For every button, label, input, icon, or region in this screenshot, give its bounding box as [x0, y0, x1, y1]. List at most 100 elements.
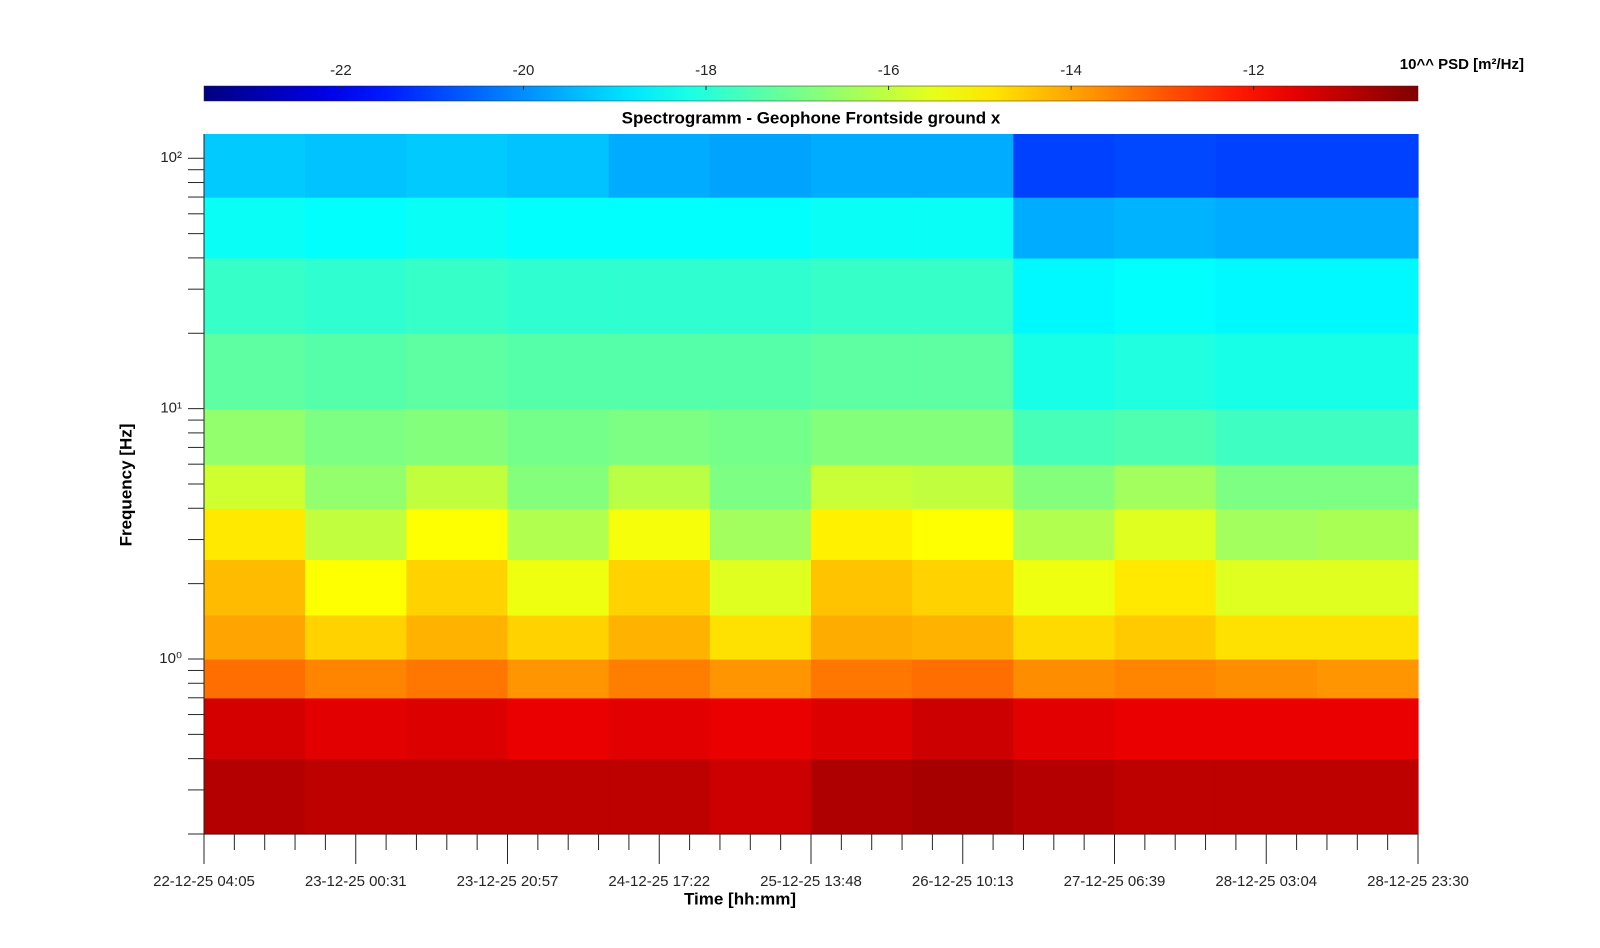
y-axis-label: Frequency [Hz]: [116, 424, 135, 547]
heat-cell: [305, 508, 407, 560]
heat-cell: [507, 508, 610, 560]
colorbar-tick-label: -22: [330, 62, 352, 79]
heat-cell: [406, 758, 509, 835]
heat-cell: [709, 408, 812, 465]
heat-cell: [608, 464, 711, 509]
heat-cell: [1215, 257, 1318, 334]
heat-cell: [912, 333, 1014, 410]
heat-cell: [406, 197, 509, 259]
heat-cell: [406, 257, 509, 334]
heat-cell: [204, 697, 306, 760]
heat-cell: [507, 464, 610, 509]
heat-cell: [608, 614, 711, 660]
x-tick-label: 28-12-25 23:30: [1367, 873, 1469, 890]
heat-cell: [305, 333, 407, 410]
heat-cell: [912, 659, 1014, 699]
heat-cell: [1013, 257, 1116, 334]
heat-cell: [507, 333, 610, 410]
x-tick-label: 23-12-25 20:57: [457, 873, 559, 890]
heat-cell: [811, 464, 913, 509]
heat-cell: [912, 614, 1014, 660]
heat-cell: [1215, 333, 1318, 410]
heat-cell: [1013, 659, 1116, 699]
heat-cell: [608, 134, 711, 198]
heat-cell: [1316, 697, 1419, 760]
heat-cell: [305, 697, 407, 760]
heat-cell: [1316, 559, 1419, 616]
heat-cell: [1215, 559, 1318, 616]
heat-cell: [709, 464, 812, 509]
heat-cell: [912, 408, 1014, 465]
heat-cell: [406, 659, 509, 699]
heat-cell: [709, 758, 812, 835]
heat-cell: [406, 464, 509, 509]
heat-cell: [912, 464, 1014, 509]
colorbar-tick-label: -12: [1243, 62, 1265, 79]
heat-cell: [406, 408, 509, 465]
heat-cell: [811, 197, 913, 259]
heat-cell: [1316, 408, 1419, 465]
heat-cell: [912, 758, 1014, 835]
heat-cell: [204, 508, 306, 560]
x-tick-label: 24-12-25 17:22: [608, 873, 710, 890]
heat-cell: [912, 697, 1014, 760]
heat-cell: [507, 659, 610, 699]
heat-cell: [1114, 559, 1217, 616]
heat-cell: [912, 559, 1014, 616]
heat-cell: [912, 257, 1014, 334]
heat-cell: [204, 408, 306, 465]
x-tick-label: 28-12-25 03:04: [1215, 873, 1317, 890]
heat-cell: [1114, 464, 1217, 509]
heat-cell: [507, 197, 610, 259]
heat-cell: [1316, 257, 1419, 334]
heat-cell: [1013, 758, 1116, 835]
heat-cell: [709, 559, 812, 616]
chart-title: Spectrogramm - Geophone Frontside ground…: [622, 108, 1001, 127]
x-tick-label: 27-12-25 06:39: [1064, 873, 1166, 890]
heat-cell: [811, 659, 913, 699]
heat-cell: [608, 559, 711, 616]
heat-cell: [1114, 758, 1217, 835]
heat-cell: [507, 408, 610, 465]
heat-cell: [709, 257, 812, 334]
heat-cell: [204, 134, 306, 198]
heat-cell: [811, 508, 913, 560]
heat-cell: [305, 464, 407, 509]
heat-cell: [1215, 134, 1318, 198]
heat-cell: [1215, 508, 1318, 560]
heat-cell: [1215, 614, 1318, 660]
colorbar-tick-label: -18: [695, 62, 717, 79]
heat-cell: [507, 134, 610, 198]
heat-cell: [507, 758, 610, 835]
y-tick-label: 10²: [160, 149, 182, 166]
x-tick-label: 25-12-25 13:48: [760, 873, 862, 890]
heat-cell: [709, 197, 812, 259]
heat-cell: [1013, 333, 1116, 410]
heat-cell: [912, 134, 1014, 198]
x-tick-label: 23-12-25 00:31: [305, 873, 407, 890]
y-tick-label: 10⁰: [159, 650, 182, 667]
heat-cell: [1316, 197, 1419, 259]
heat-cell: [305, 257, 407, 334]
x-axis-label: Time [hh:mm]: [684, 889, 796, 908]
heat-cell: [507, 559, 610, 616]
heat-cell: [608, 257, 711, 334]
heat-cell: [1013, 697, 1116, 760]
heat-cell: [1114, 508, 1217, 560]
heat-cell: [1114, 659, 1217, 699]
heat-cell: [204, 333, 306, 410]
heat-cell: [1013, 134, 1116, 198]
heat-cell: [1316, 333, 1419, 410]
heat-cell: [811, 257, 913, 334]
heat-cell: [1114, 257, 1217, 334]
heat-cell: [406, 614, 509, 660]
heat-cell: [811, 614, 913, 660]
heat-cell: [406, 559, 509, 616]
heat-cell: [1215, 197, 1318, 259]
colorbar-label: 10^^ PSD [m²/Hz]: [1400, 56, 1524, 73]
heat-cell: [1013, 559, 1116, 616]
heat-cell: [811, 408, 913, 465]
heat-cell: [1013, 197, 1116, 259]
heat-cell: [204, 659, 306, 699]
